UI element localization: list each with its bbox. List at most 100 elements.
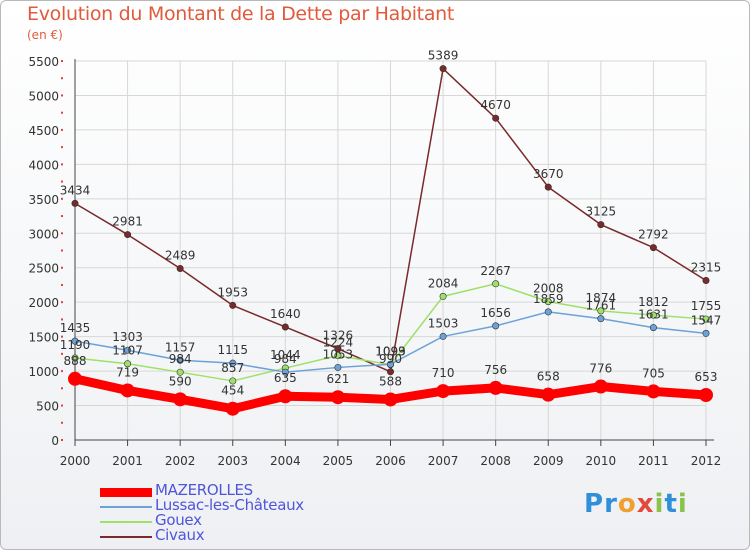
legend-swatch bbox=[100, 521, 152, 523]
data-label: 756 bbox=[484, 363, 507, 377]
proxiti-logo: Proxiti bbox=[584, 489, 688, 519]
data-point bbox=[597, 315, 605, 323]
data-label: 1224 bbox=[323, 336, 354, 350]
x-tick-label: 2009 bbox=[533, 454, 564, 468]
data-label: 1190 bbox=[60, 338, 91, 352]
data-label: 1157 bbox=[165, 340, 196, 354]
data-point bbox=[176, 368, 184, 376]
data-label: 1053 bbox=[323, 347, 354, 361]
data-label: 710 bbox=[432, 366, 455, 380]
data-point bbox=[281, 323, 289, 331]
data-point bbox=[225, 401, 240, 416]
data-point bbox=[334, 363, 342, 371]
legend-swatch bbox=[100, 487, 152, 497]
data-label: 776 bbox=[589, 362, 612, 376]
data-label: 635 bbox=[274, 371, 297, 385]
data-point bbox=[593, 379, 608, 394]
data-label: 857 bbox=[221, 361, 244, 375]
data-label: 1503 bbox=[428, 316, 459, 330]
data-point bbox=[278, 389, 293, 404]
data-point bbox=[492, 280, 500, 288]
data-point bbox=[386, 360, 394, 368]
y-tick-label: 0 bbox=[51, 434, 59, 448]
data-point bbox=[334, 352, 342, 360]
data-point bbox=[120, 383, 135, 398]
data-label: 658 bbox=[537, 370, 560, 384]
data-label: 1874 bbox=[586, 291, 617, 305]
data-label: 1656 bbox=[480, 306, 511, 320]
data-label: 2315 bbox=[691, 260, 722, 274]
data-point bbox=[597, 221, 605, 229]
chart-title: Evolution du Montant de la Dette par Hab… bbox=[27, 3, 455, 25]
data-label: 1093 bbox=[375, 345, 406, 359]
data-point bbox=[229, 359, 237, 367]
data-label: 4670 bbox=[480, 98, 511, 112]
y-tick-label: 2000 bbox=[28, 296, 59, 310]
data-point bbox=[544, 183, 552, 191]
data-point bbox=[646, 384, 661, 399]
legend-label: MAZEROLLES bbox=[155, 481, 253, 499]
data-label: 1631 bbox=[638, 308, 669, 322]
series-group bbox=[68, 65, 713, 416]
data-point bbox=[124, 360, 132, 368]
data-point bbox=[71, 337, 79, 345]
data-point bbox=[649, 244, 657, 252]
data-label: 1099 bbox=[375, 344, 406, 358]
data-point bbox=[124, 231, 132, 239]
data-point bbox=[176, 264, 184, 272]
data-label: 653 bbox=[695, 370, 718, 384]
data-point bbox=[488, 380, 503, 395]
data-point bbox=[544, 308, 552, 316]
y-tick-label: 3500 bbox=[28, 193, 59, 207]
data-point bbox=[492, 322, 500, 330]
data-label: 705 bbox=[642, 366, 665, 380]
data-label: 1953 bbox=[217, 285, 248, 299]
data-label: 454 bbox=[221, 384, 244, 398]
y-tick-label: 3000 bbox=[28, 227, 59, 241]
data-label: 2981 bbox=[112, 215, 143, 229]
x-tick-label: 2002 bbox=[165, 454, 196, 468]
y-tick-label: 1000 bbox=[28, 365, 59, 379]
data-point bbox=[229, 377, 237, 385]
data-point bbox=[68, 371, 82, 386]
data-label: 1859 bbox=[533, 292, 564, 306]
data-label: 1326 bbox=[323, 329, 354, 343]
axes: 0 500 1000 1500 2000 2500 3000 3500 4000 4500 5000… bbox=[28, 55, 721, 468]
data-point bbox=[544, 298, 552, 306]
data-label: 2267 bbox=[480, 264, 511, 278]
x-tick-label: 2005 bbox=[323, 454, 354, 468]
data-label: 588 bbox=[379, 374, 402, 388]
y-tick-label: 500 bbox=[36, 400, 59, 414]
data-label: 590 bbox=[169, 374, 192, 388]
data-point bbox=[702, 329, 710, 337]
data-label: 2489 bbox=[165, 248, 196, 262]
x-tick-label: 2004 bbox=[270, 454, 301, 468]
data-point bbox=[702, 276, 710, 284]
data-point bbox=[439, 332, 447, 340]
legend-label: Civaux bbox=[155, 526, 205, 544]
y-tick-label: 5500 bbox=[28, 55, 59, 69]
legend-swatch bbox=[100, 506, 152, 508]
data-point bbox=[229, 301, 237, 309]
y-tick-label: 4500 bbox=[28, 124, 59, 138]
y-tick-label: 2500 bbox=[28, 262, 59, 276]
data-point bbox=[702, 315, 710, 323]
y-tick-label: 1500 bbox=[28, 331, 59, 345]
data-label: 1115 bbox=[217, 343, 248, 357]
data-label: 719 bbox=[116, 365, 139, 379]
data-label: 1107 bbox=[112, 344, 143, 358]
legend-label: Gouex bbox=[155, 511, 202, 529]
data-label: 1812 bbox=[638, 295, 669, 309]
data-point bbox=[334, 345, 342, 353]
data-point bbox=[439, 65, 447, 73]
x-tick-label: 2010 bbox=[586, 454, 617, 468]
data-point bbox=[492, 114, 500, 122]
x-tick-label: 2000 bbox=[60, 454, 91, 468]
data-label: 1547 bbox=[691, 313, 722, 327]
data-point bbox=[173, 392, 188, 407]
data-label: 1761 bbox=[586, 299, 617, 313]
x-tick-label: 2008 bbox=[480, 454, 511, 468]
legend-swatch bbox=[100, 536, 152, 538]
x-tick-label: 2006 bbox=[375, 454, 406, 468]
data-label: 2084 bbox=[428, 276, 459, 290]
